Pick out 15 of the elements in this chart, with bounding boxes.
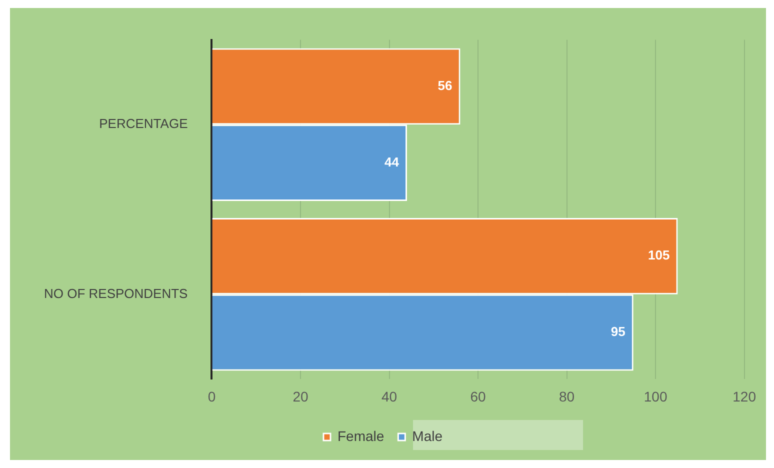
x-tick-label: 0 (208, 388, 216, 404)
x-tick-label: 60 (470, 388, 486, 404)
y-tick-label: PERCENTAGE (99, 116, 188, 132)
data-label: 56 (438, 78, 452, 94)
y-tick-label: NO OF RESPONDENTS (44, 286, 188, 301)
data-label: 105 (648, 248, 670, 263)
data-label: 95 (610, 324, 626, 340)
legend-label: Female (337, 428, 384, 444)
data-label: 44 (384, 154, 400, 170)
x-tick-label: 20 (292, 388, 308, 404)
x-tick-label: 120 (732, 388, 756, 404)
x-tick-label: 40 (381, 388, 398, 404)
x-tick-label: 80 (559, 388, 575, 404)
x-tick-label: 100 (644, 388, 668, 404)
legend-label: Male (412, 428, 443, 444)
